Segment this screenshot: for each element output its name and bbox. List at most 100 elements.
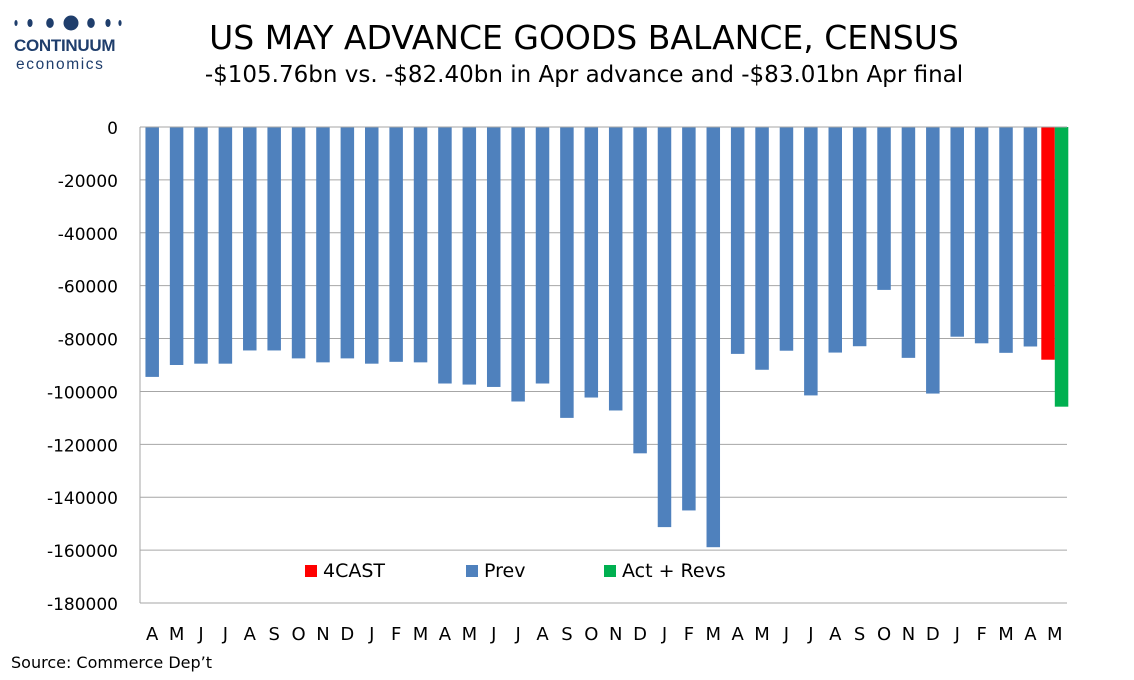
x-tick-label: F [391, 624, 401, 645]
x-tick-label: N [902, 624, 915, 645]
x-tick-label: M [1047, 624, 1063, 645]
bar-prev [999, 127, 1013, 353]
x-tick-label: M [706, 624, 722, 645]
x-tick-label: D [926, 624, 940, 645]
x-tick-label: J [197, 624, 203, 645]
chart-title: US MAY ADVANCE GOODS BALANCE, CENSUS [209, 18, 959, 57]
bar-prev [267, 127, 281, 351]
bar-prev [730, 127, 745, 354]
bar-prev [1023, 127, 1038, 347]
x-tick-label: J [368, 624, 374, 645]
x-tick-label: O [877, 624, 891, 645]
bar-prev [462, 127, 477, 385]
bar-prev [169, 127, 184, 365]
x-tick-label: J [490, 624, 496, 645]
x-tick-label: O [584, 624, 598, 645]
y-tick-label: -20000 [58, 172, 118, 192]
x-tick-label: J [514, 624, 520, 645]
y-tick-label: -40000 [58, 225, 118, 245]
logo-dots-icon [14, 15, 122, 31]
bar-prev [560, 127, 574, 418]
bar-prev [365, 127, 379, 364]
legend-item-prev: Prev [466, 560, 525, 582]
x-tick-label: M [169, 624, 185, 645]
bar-prev [413, 127, 428, 363]
bar-prev [194, 127, 208, 364]
bar-prev [633, 127, 647, 454]
x-tick-label: D [340, 624, 354, 645]
bar-prev [755, 127, 769, 370]
bar-prev [828, 127, 842, 353]
x-tick-label: J [222, 624, 228, 645]
x-tick-label: A [439, 624, 452, 645]
bar-prev [291, 127, 306, 359]
x-tick-label: J [807, 624, 813, 645]
x-tick-label: A [146, 624, 159, 645]
bar-prev [584, 127, 599, 398]
bar-prev [218, 127, 233, 364]
x-tick-label: S [268, 624, 279, 645]
y-tick-label: -160000 [47, 542, 118, 562]
x-tick-label: N [609, 624, 622, 645]
y-tick-label: -60000 [58, 278, 118, 298]
x-tick-label: J [783, 624, 789, 645]
x-tick-label: A [732, 624, 745, 645]
bar-prev [608, 127, 623, 411]
x-tick-label: M [998, 624, 1014, 645]
bar-prev [511, 127, 525, 402]
bar-prev [486, 127, 501, 387]
y-tick-label: -140000 [47, 489, 118, 509]
y-tick-label: -180000 [47, 595, 118, 615]
bar-act-revs [1054, 127, 1069, 407]
x-tick-label: F [976, 624, 986, 645]
y-tick-label: 0 [107, 119, 118, 139]
x-tick-label: J [954, 624, 960, 645]
x-tick-label: O [291, 624, 305, 645]
bar-prev [657, 127, 672, 528]
bar-prev [389, 127, 403, 362]
x-tick-label: M [754, 624, 770, 645]
bar-prev [243, 127, 257, 351]
bar-prev [877, 127, 891, 290]
legend-item-4cast: 4CAST [305, 560, 385, 582]
bar-prev [926, 127, 940, 394]
y-tick-label: -80000 [58, 331, 118, 351]
bar-prev [779, 127, 794, 351]
y-tick-label: -100000 [47, 383, 118, 403]
legend-label-act-revs: Act + Revs [622, 560, 726, 582]
legend-swatch-4cast [305, 565, 317, 577]
logo-subtitle: economics [16, 56, 105, 73]
source-note: Source: Commerce Dep’t [11, 653, 213, 672]
x-tick-label: N [316, 624, 329, 645]
bar-prev [950, 127, 964, 337]
x-tick-label: S [854, 624, 865, 645]
legend-swatch-act-revs [604, 565, 616, 577]
x-tick-label: J [661, 624, 667, 645]
logo-name: CONTINUUM [14, 36, 116, 55]
bar-prev [852, 127, 867, 347]
x-tick-label: A [244, 624, 257, 645]
legend-label-prev: Prev [484, 560, 526, 582]
legend-item-act-revs: Act + Revs [604, 560, 726, 582]
bar-prev [974, 127, 989, 344]
x-tick-label: S [561, 624, 572, 645]
bar-prev [316, 127, 330, 363]
bar-prev [535, 127, 550, 384]
legend-swatch-prev [466, 565, 478, 577]
y-tick-label: -120000 [47, 436, 118, 456]
x-tick-label: M [462, 624, 478, 645]
bar-prev [340, 127, 355, 359]
bar-prev [438, 127, 452, 384]
legend-label-4cast: 4CAST [323, 560, 386, 582]
x-tick-label: A [1024, 624, 1037, 645]
x-tick-label: F [684, 624, 694, 645]
x-tick-label: D [633, 624, 647, 645]
chart-subtitle: -$105.76bn vs. -$82.40bn in Apr advance … [204, 62, 964, 88]
bar-prev [804, 127, 818, 396]
bar-prev [901, 127, 916, 358]
x-tick-label: A [536, 624, 549, 645]
bar-prev [682, 127, 696, 511]
bar-4cast [1041, 127, 1055, 360]
bar-prev [145, 127, 159, 377]
